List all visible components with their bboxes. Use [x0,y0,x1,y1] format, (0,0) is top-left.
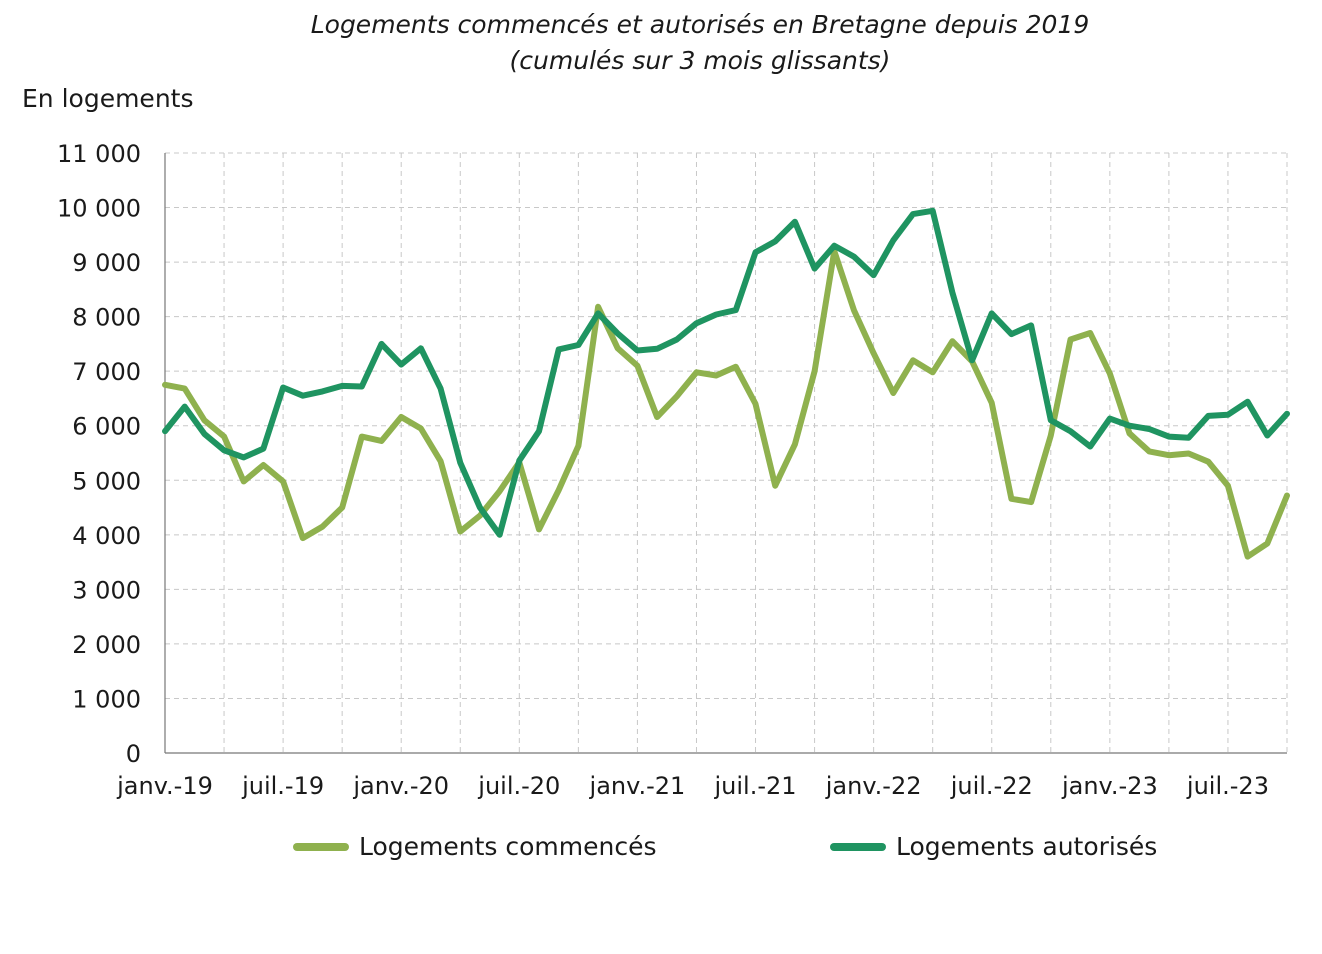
y-tick-label: 11 000 [57,140,141,168]
x-tick-label: janv.-19 [116,772,213,800]
legend-swatch-commences [293,842,349,851]
y-tick-label: 3 000 [72,576,141,604]
y-tick-label: 2 000 [72,631,141,659]
chart-title: Logements commencés et autorisés en Bret… [310,10,1090,39]
tick-labels: 0 1 000 2 000 3 000 4 000 5 000 6 000 7 000 8 00… [57,140,1269,800]
series-line-autorises [162,207,1290,538]
y-tick-label: 7 000 [72,358,141,386]
y-tick-label: 1 000 [72,685,141,713]
legend-item-autorises: Logements autorisés [830,832,1157,861]
legend-item-commences: Logements commencés [293,832,657,861]
x-tick-label: juil.-19 [241,772,324,800]
x-tick-label: janv.-20 [352,772,449,800]
x-tick-label: juil.-22 [950,772,1033,800]
y-axis-label: En logements [22,84,194,113]
grid-lines [164,152,1288,753]
y-tick-label: 10 000 [57,195,141,223]
x-tick-label: janv.-23 [1061,772,1158,800]
legend: Logements commencés Logements autorisés [0,832,1322,872]
series-line-commences [162,248,1290,560]
legend-swatch-autorises [830,842,886,851]
axes [164,153,1287,754]
y-tick-label: 8 000 [72,304,141,332]
x-tick-label: janv.-22 [825,772,922,800]
legend-label-autorises: Logements autorisés [896,832,1158,861]
x-tick-label: juil.-23 [1186,772,1269,800]
y-tick-label: 4 000 [72,522,141,550]
chart-subtitle: (cumulés sur 3 mois glissants) [509,46,891,75]
x-tick-label: juil.-20 [477,772,560,800]
legend-label-commences: Logements commencés [359,832,657,861]
series-lines [162,207,1290,560]
x-tick-label: janv.-21 [589,772,686,800]
y-tick-label: 0 [126,740,141,768]
x-tick-label: juil.-21 [714,772,797,800]
y-tick-label: 6 000 [72,413,141,441]
line-chart: 0 1 000 2 000 3 000 4 000 5 000 6 000 7 000 8 00… [57,140,1290,800]
y-tick-label: 5 000 [72,467,141,495]
y-tick-label: 9 000 [72,249,141,277]
